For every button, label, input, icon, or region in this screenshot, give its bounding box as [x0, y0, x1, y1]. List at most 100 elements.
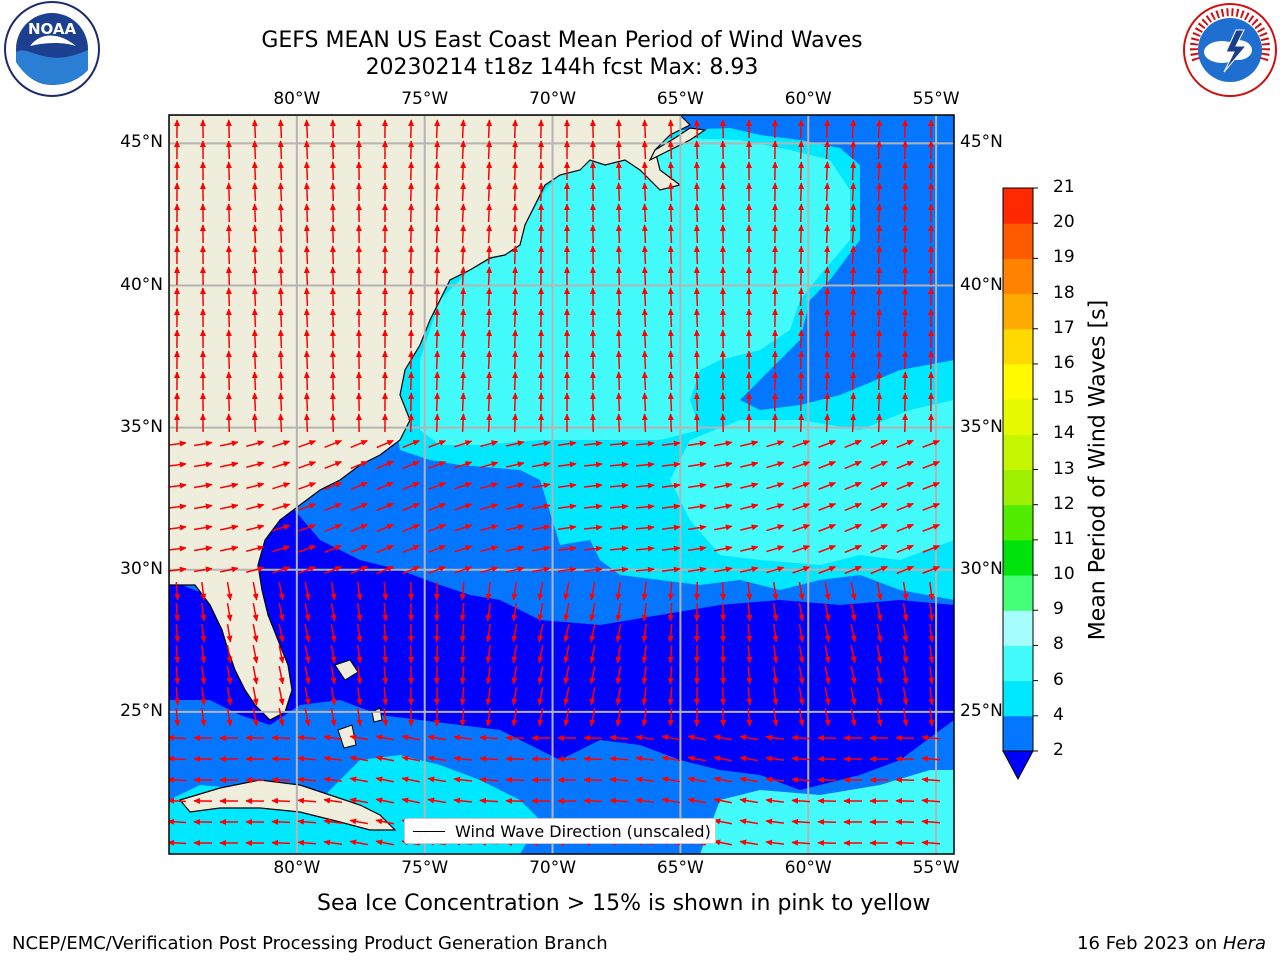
wave-direction-arrow [720, 707, 727, 727]
wave-direction-arrow [350, 439, 368, 449]
wave-direction-arrow [895, 755, 915, 762]
wave-direction-arrow [615, 329, 622, 349]
wave-direction-arrow [349, 839, 368, 846]
wave-direction-arrow [928, 623, 935, 643]
period-zone-6-8s-southeast [700, 770, 954, 854]
wave-direction-arrow [324, 439, 343, 449]
wave-direction-arrow [870, 481, 888, 491]
wave-direction-arrow [453, 734, 473, 741]
colorbar-tick-label: 10 [1053, 564, 1075, 585]
wave-direction-arrow [329, 245, 336, 265]
wave-direction-arrow [512, 266, 519, 286]
title-line-1: GEFS MEAN US East Coast Mean Period of W… [261, 28, 863, 53]
wave-direction-arrow [922, 524, 941, 532]
wave-direction-arrow [506, 482, 525, 489]
wave-direction-arrow [225, 161, 232, 181]
wave-direction-arrow [193, 566, 213, 573]
wave-direction-arrow [870, 502, 888, 512]
wave-direction-arrow [687, 566, 707, 573]
wave-direction-arrow [746, 581, 753, 601]
wave-direction-arrow [641, 686, 648, 706]
wave-direction-arrow [251, 350, 258, 370]
wave-direction-arrow [824, 161, 831, 181]
wave-direction-arrow [402, 439, 421, 449]
wave-direction-arrow [687, 503, 707, 510]
wave-direction-arrow [667, 245, 674, 265]
wave-direction-arrow [615, 581, 622, 601]
wave-direction-arrow [667, 602, 674, 622]
wave-direction-arrow [661, 440, 681, 447]
wave-direction-arrow [376, 502, 394, 512]
wave-direction-arrow [246, 482, 265, 490]
wave-direction-arrow [876, 287, 883, 307]
wave-direction-arrow [169, 755, 187, 762]
wave-direction-arrow [193, 461, 213, 468]
wave-direction-arrow [486, 245, 493, 265]
wave-direction-arrow [713, 734, 732, 741]
wave-direction-arrow [459, 623, 466, 643]
wave-direction-arrow [583, 524, 603, 531]
wave-direction-arrow [402, 544, 421, 554]
wave-direction-arrow [609, 797, 629, 804]
wave-direction-arrow [583, 482, 603, 489]
wave-direction-arrow [772, 665, 779, 685]
wave-direction-arrow [375, 776, 394, 783]
wave-direction-arrow [401, 776, 420, 783]
wave-direction-arrow [460, 182, 467, 202]
wave-direction-arrow [200, 665, 207, 685]
wave-direction-arrow [408, 602, 415, 622]
wave-direction-arrow [895, 818, 915, 825]
wave-direction-arrow [687, 545, 707, 552]
wave-direction-arrow [687, 797, 706, 804]
wave-direction-arrow [902, 686, 909, 706]
wave-direction-arrow [928, 665, 935, 685]
wave-direction-arrow [329, 203, 336, 223]
wave-direction-arrow [454, 524, 473, 532]
wave-direction-arrow [791, 818, 811, 825]
wave-direction-arrow [271, 818, 291, 825]
wave-direction-arrow [169, 818, 187, 825]
wave-direction-arrow [876, 140, 883, 160]
wave-direction-arrow [460, 329, 467, 349]
wave-direction-arrow [818, 461, 837, 469]
wave-direction-arrow [687, 734, 706, 741]
wave-direction-arrow [512, 224, 519, 244]
wave-direction-arrow [375, 839, 394, 846]
wave-direction-arrow [641, 329, 648, 349]
wave-direction-arrow [486, 308, 493, 328]
wave-direction-arrow [746, 665, 753, 685]
wave-direction-arrow [589, 708, 596, 727]
wave-direction-arrow [277, 182, 284, 202]
wave-direction-arrow [609, 734, 629, 741]
wave-direction-arrow [304, 687, 311, 706]
wave-direction-arrow [850, 687, 857, 706]
wave-direction-arrow [511, 603, 518, 622]
wave-direction-arrow [169, 482, 187, 489]
wave-direction-arrow [297, 776, 317, 783]
wave-direction-arrow [486, 392, 493, 412]
wave-direction-arrow [798, 624, 805, 643]
wave-direction-arrow [641, 119, 648, 139]
wave-direction-arrow [323, 797, 343, 804]
wave-direction-arrow [532, 545, 551, 552]
colorbar-segment [1003, 328, 1033, 365]
wave-direction-arrow [220, 440, 239, 447]
wave-direction-arrow [433, 644, 440, 664]
wave-direction-arrow [844, 544, 863, 554]
wave-direction-arrow [693, 329, 700, 349]
lat-label-right: 30°N [960, 558, 1003, 579]
wave-direction-arrow [876, 645, 883, 664]
wave-direction-arrow [876, 308, 883, 328]
wave-direction-arrow [798, 140, 805, 160]
wave-direction-arrow [225, 371, 232, 391]
lon-label-top: 70°W [529, 89, 577, 109]
wave-direction-arrow [818, 524, 837, 532]
wave-direction-arrow [349, 818, 368, 825]
wave-direction-arrow [375, 818, 394, 825]
wave-direction-arrow [615, 203, 622, 223]
wave-direction-arrow [746, 623, 753, 643]
wave-direction-arrow [454, 566, 473, 574]
lat-label-left: 25°N [120, 700, 163, 721]
colorbar-segment [1003, 645, 1033, 682]
wave-direction-arrow [174, 665, 181, 685]
